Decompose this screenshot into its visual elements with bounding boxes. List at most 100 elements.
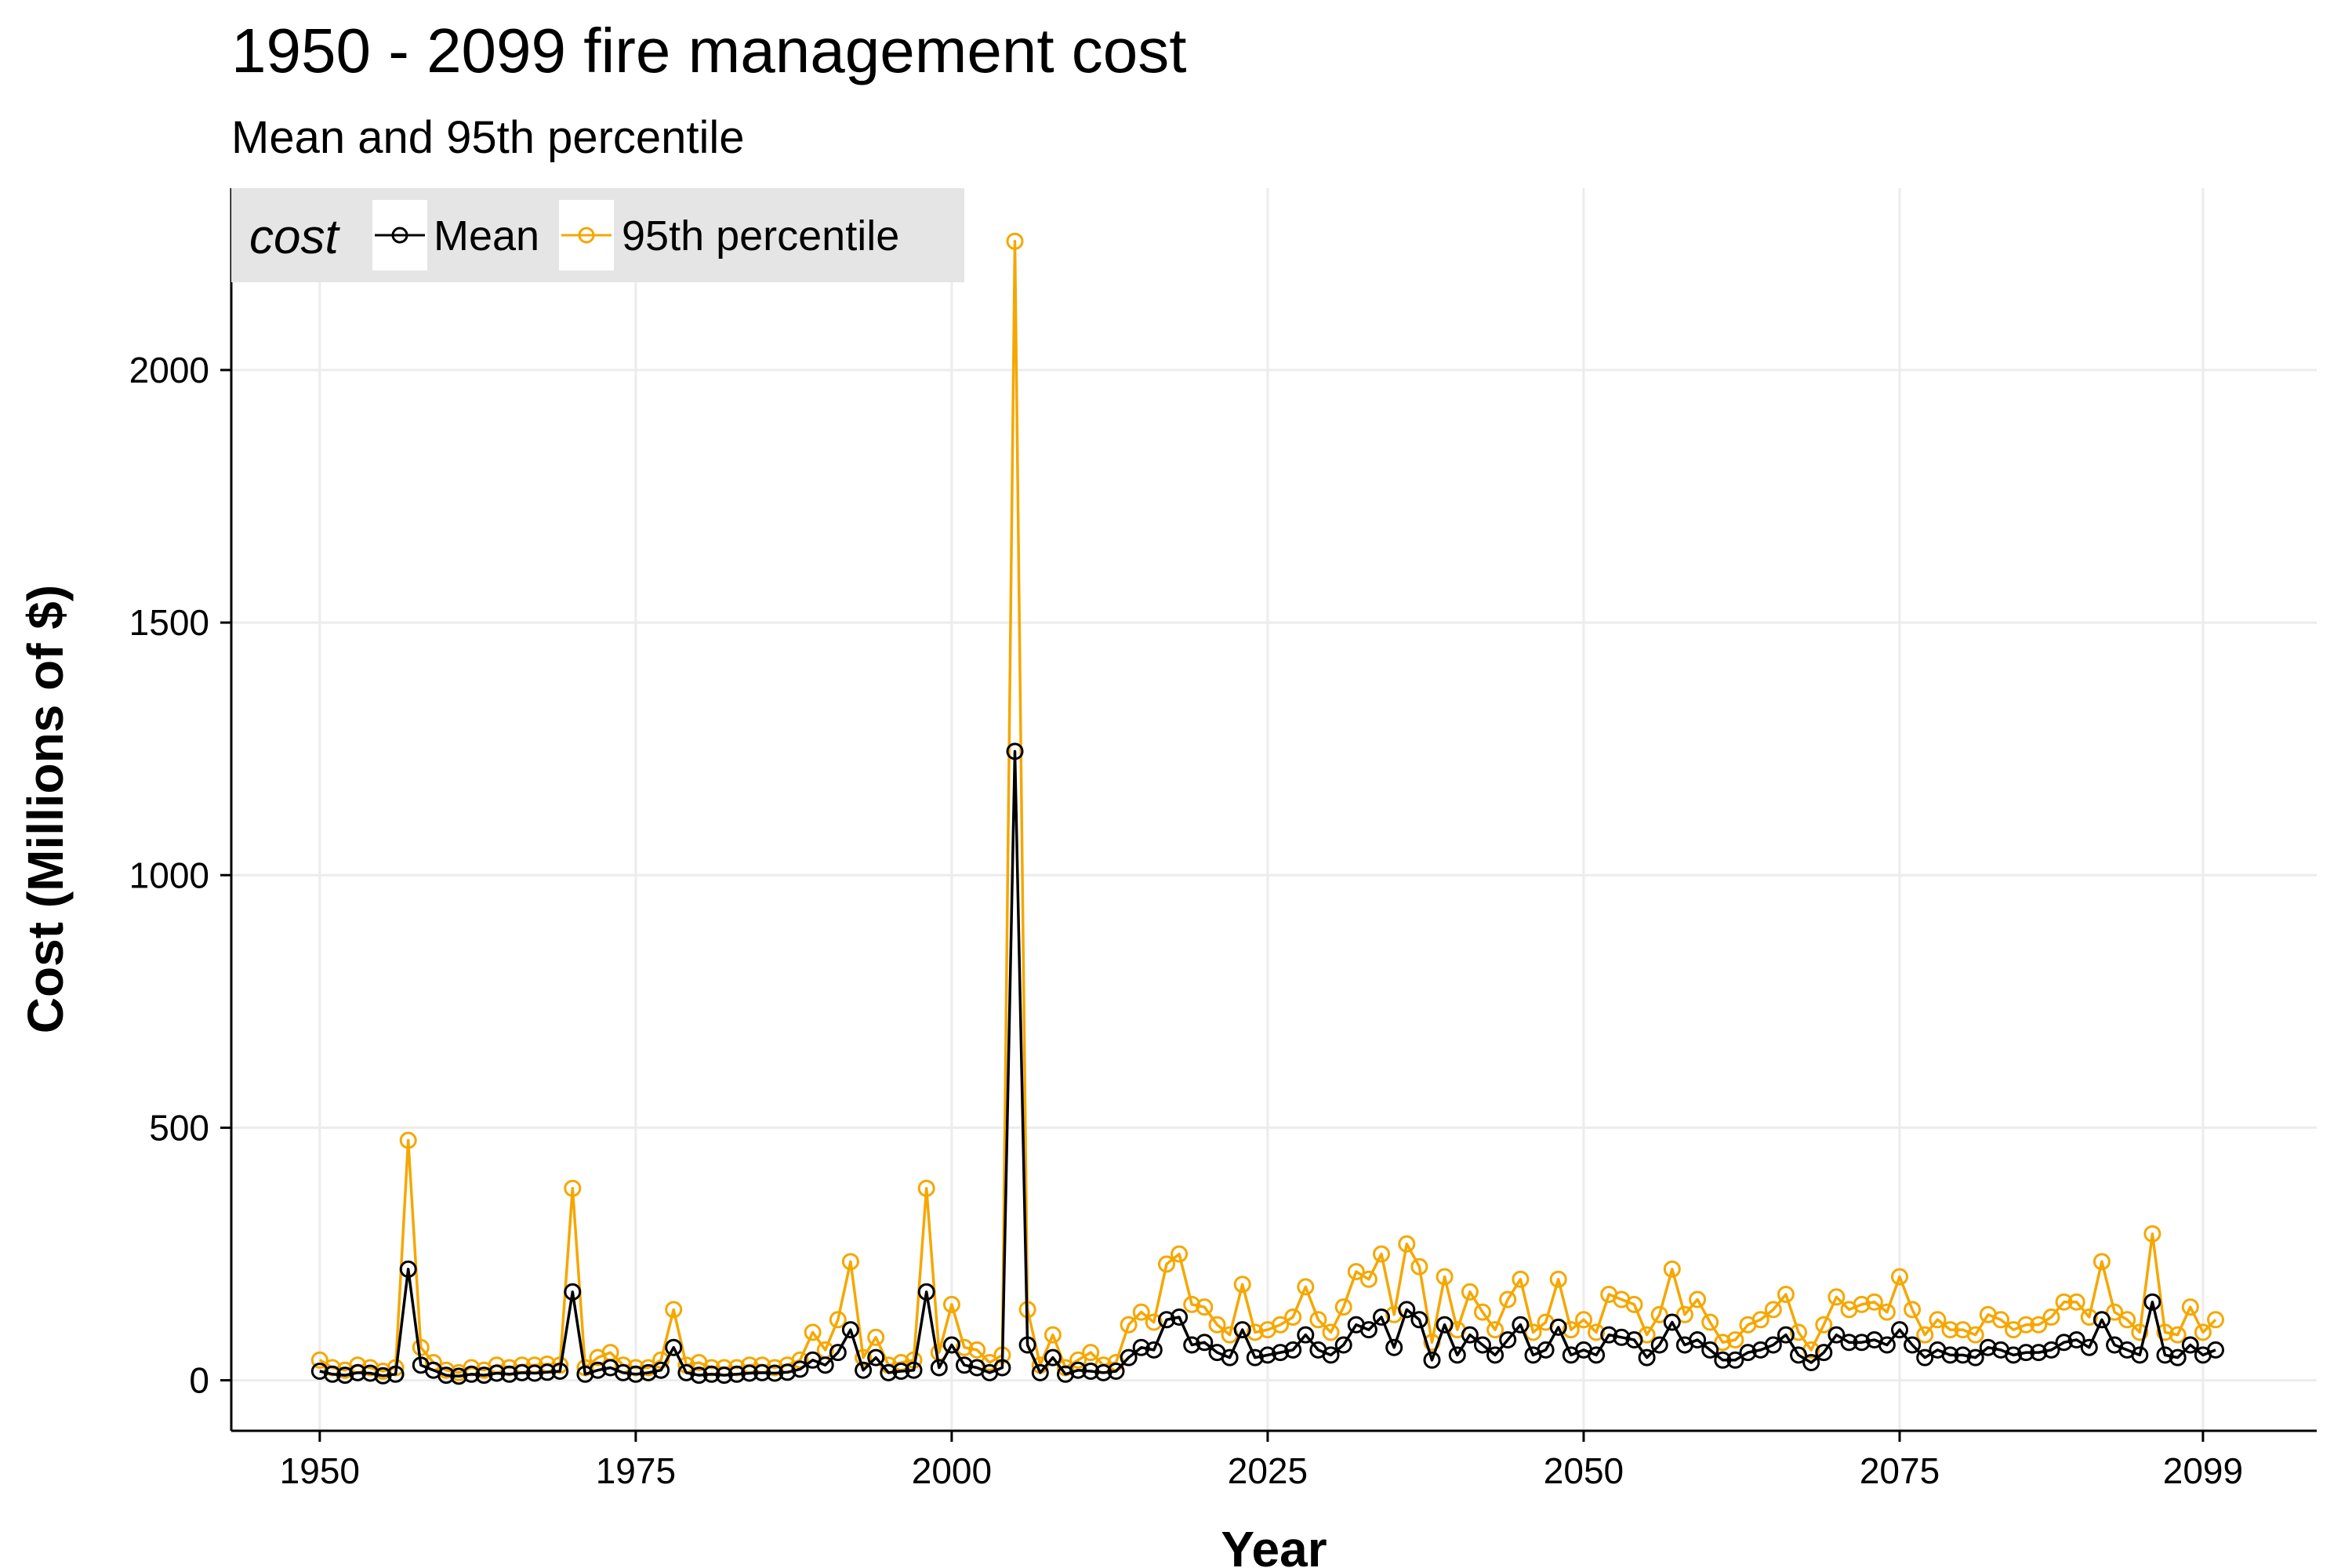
- legend-title: cost: [249, 210, 340, 264]
- data-point-mean: [1461, 1326, 1479, 1344]
- data-point-mean: [1663, 1313, 1681, 1331]
- data-point-mean: [690, 1367, 708, 1385]
- data-point-mean: [702, 1365, 720, 1383]
- data-point-mean: [1082, 1363, 1100, 1380]
- data-point-p95: [1309, 1311, 1327, 1329]
- data-point-p95: [1246, 1323, 1264, 1341]
- axis-ticks: 1950 1975 2000 2025 2050 2075 2099 0 500 1000 1500…: [129, 350, 2243, 1491]
- data-point-mean: [1474, 1336, 1491, 1354]
- data-point-p95: [1865, 1293, 1883, 1311]
- data-point-mean: [2181, 1336, 2199, 1354]
- data-point-p95: [1499, 1290, 1517, 1308]
- data-point-p95: [1208, 1316, 1226, 1334]
- data-point-mean: [956, 1356, 973, 1374]
- data-point-mean: [551, 1363, 569, 1380]
- y-tick-label: 0: [189, 1360, 209, 1401]
- x-tick-label: 1950: [280, 1450, 360, 1491]
- data-point-p95: [1891, 1268, 1908, 1286]
- data-point-p95: [841, 1253, 859, 1271]
- data-point-mean: [2067, 1331, 2085, 1348]
- data-point-p95: [310, 1351, 328, 1369]
- chart-subtitle: Mean and 95th percentile: [231, 112, 745, 163]
- data-point-p95: [1120, 1316, 1138, 1334]
- data-point-mean: [841, 1321, 859, 1339]
- data-point-mean: [1689, 1331, 1707, 1348]
- data-point-mean: [930, 1359, 948, 1377]
- data-point-mean: [1954, 1346, 1972, 1364]
- data-point-mean: [1385, 1338, 1403, 1356]
- data-point-mean: [1448, 1346, 1466, 1364]
- data-point-mean: [324, 1365, 341, 1383]
- data-point-mean: [1979, 1338, 1997, 1356]
- data-point-p95: [1196, 1298, 1214, 1316]
- data-point-p95: [1562, 1321, 1580, 1339]
- data-point-p95: [1625, 1295, 1643, 1313]
- data-point-mean: [1410, 1311, 1428, 1329]
- data-point-mean: [1120, 1348, 1138, 1367]
- data-point-mean: [753, 1363, 771, 1381]
- data-point-mean: [1966, 1348, 1984, 1367]
- data-point-p95: [1171, 1245, 1189, 1263]
- data-point-p95: [1992, 1311, 2009, 1329]
- x-tick-label: 2025: [1228, 1450, 1308, 1491]
- data-point-mean: [525, 1364, 543, 1382]
- data-point-mean: [1714, 1351, 1732, 1369]
- data-point-mean: [1284, 1341, 1302, 1359]
- data-point-mean: [1840, 1334, 1858, 1352]
- data-point-p95: [1689, 1290, 1707, 1308]
- data-point-mean: [564, 1283, 582, 1301]
- data-point-mean: [1815, 1344, 1833, 1362]
- data-point-mean: [2017, 1344, 2035, 1362]
- data-point-mean: [1777, 1326, 1795, 1344]
- data-point-mean: [1272, 1344, 1290, 1362]
- data-point-mean: [1183, 1336, 1201, 1354]
- data-point-mean: [2092, 1311, 2111, 1329]
- data-point-p95: [1828, 1288, 1846, 1306]
- data-point-mean: [677, 1363, 695, 1381]
- data-point-p95: [1069, 1351, 1087, 1369]
- data-point-mean: [1359, 1321, 1377, 1339]
- data-point-mean: [626, 1365, 644, 1383]
- data-point-p95: [601, 1344, 619, 1362]
- data-point-mean: [1549, 1318, 1567, 1336]
- y-axis-title: Cost (Millions of $): [17, 585, 74, 1033]
- data-point-p95: [804, 1323, 822, 1341]
- data-point-mean: [905, 1361, 923, 1379]
- legend-label-mean: Mean: [434, 212, 539, 260]
- data-point-mean: [1638, 1348, 1656, 1367]
- data-point-mean: [1373, 1308, 1390, 1326]
- data-point-p95: [1284, 1308, 1302, 1326]
- data-point-mean: [1790, 1346, 1807, 1364]
- data-point-p95: [1334, 1298, 1352, 1316]
- data-point-mean: [1018, 1336, 1036, 1354]
- data-point-p95: [1145, 1313, 1163, 1331]
- data-point-mean: [2005, 1346, 2023, 1364]
- data-point-mean: [349, 1363, 367, 1381]
- series-mean: [310, 742, 2224, 1385]
- data-point-p95: [564, 1179, 582, 1197]
- data-point-p95: [2030, 1316, 2048, 1334]
- data-point-mean: [1044, 1348, 1062, 1367]
- data-point-mean: [1600, 1326, 1618, 1344]
- data-point-p95: [2017, 1316, 2035, 1334]
- data-point-mean: [437, 1367, 456, 1385]
- data-point-p95: [1183, 1295, 1201, 1313]
- data-point-p95: [1398, 1235, 1416, 1253]
- data-point-mean: [1512, 1316, 1530, 1334]
- data-point-mean: [728, 1365, 746, 1383]
- data-point-p95: [1764, 1301, 1782, 1319]
- data-point-p95: [1461, 1283, 1479, 1301]
- data-point-mean: [1196, 1334, 1214, 1352]
- data-point-mean: [2042, 1341, 2060, 1359]
- data-point-mean: [1878, 1336, 1896, 1354]
- data-point-p95: [1322, 1323, 1340, 1341]
- data-point-p95: [1878, 1303, 1896, 1321]
- data-point-p95: [2080, 1308, 2098, 1326]
- data-point-mean: [665, 1338, 683, 1356]
- data-point-mean: [1258, 1346, 1276, 1364]
- data-point-p95: [1486, 1321, 1504, 1339]
- data-point-p95: [1347, 1263, 1365, 1280]
- data-point-mean: [1246, 1348, 1264, 1367]
- data-point-p95: [2207, 1311, 2224, 1329]
